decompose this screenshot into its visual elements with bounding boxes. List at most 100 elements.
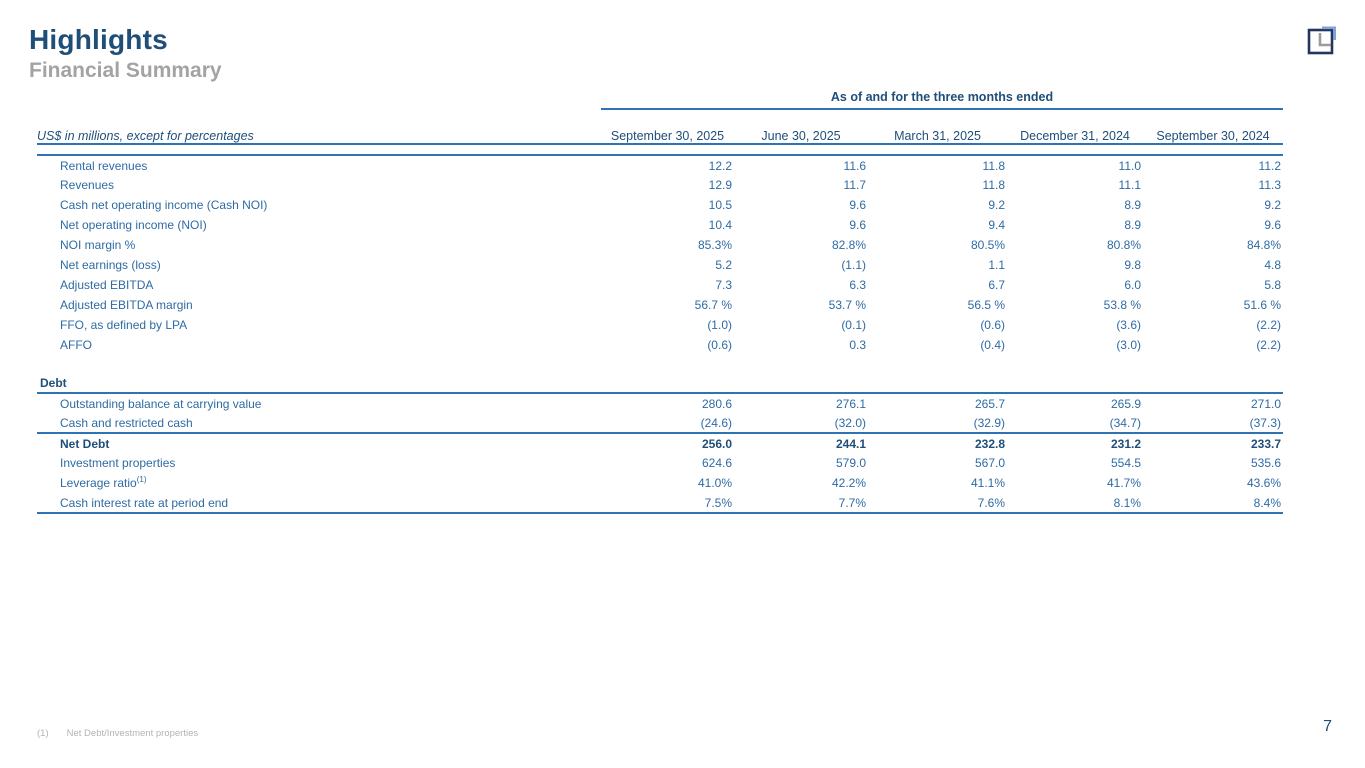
table-row: Cash and restricted cash (24.6) (32.0) (32.…: [37, 413, 1283, 434]
cell-value: 43.6%: [1246, 476, 1281, 490]
page-number: 7: [1323, 718, 1332, 735]
cell-value: (3.0): [1116, 338, 1141, 352]
unit-label: US$ in millions, except for percentages: [37, 110, 601, 145]
row-label: Cash and restricted cash: [37, 413, 601, 434]
table-row: NOI margin % 85.3% 82.8% 80.5% 80.8% 84.8%: [37, 235, 1283, 255]
cell-value: 11.8: [982, 158, 1005, 173]
cell-value: 11.1: [1118, 178, 1141, 192]
row-label: Net earnings (loss): [60, 258, 161, 272]
cell-value: (2.2): [1256, 318, 1281, 332]
cell-value: 11.6: [843, 158, 866, 173]
cell-value: (32.9): [868, 413, 1007, 434]
cell-value: 11.7: [843, 178, 866, 192]
double-rule: [37, 144, 1283, 156]
cell-value: 554.5: [1110, 456, 1141, 470]
cell-value: 8.9: [1124, 218, 1141, 232]
column-header: March 31, 2025: [868, 110, 1007, 145]
row-label: NOI margin %: [60, 238, 136, 252]
cell-value: 51.6 %: [1243, 298, 1281, 312]
cell-value: 535.6: [1250, 456, 1281, 470]
column-header: December 31, 2024: [1007, 110, 1143, 145]
cell-value: 6.7: [988, 278, 1005, 292]
row-label: Investment properties: [60, 456, 176, 470]
cell-value: 53.8 %: [1103, 298, 1141, 312]
table-row: Cash net operating income (Cash NOI) 10.5…: [37, 195, 1283, 215]
cell-value: 41.7%: [1106, 476, 1141, 490]
row-label: Revenues: [60, 178, 115, 192]
cell-value: 9.6: [849, 198, 866, 212]
cell-value: 265.9: [1110, 396, 1141, 411]
table-row: Cash interest rate at period end 7.5% 7.7%…: [37, 493, 1283, 514]
cell-value: 624.6: [701, 456, 732, 470]
cell-value: 12.2: [708, 158, 732, 173]
cell-value: 9.4: [988, 218, 1005, 232]
company-logo-icon: [1303, 22, 1341, 60]
row-label: Cash interest rate at period end: [37, 493, 601, 514]
cell-value: 8.4%: [1143, 493, 1283, 514]
table-row: Rental revenues 12.2 11.6 11.8 11.0 11.2: [37, 155, 1283, 175]
cell-value: 1.1: [988, 258, 1005, 272]
cell-value: 80.8%: [1106, 238, 1141, 252]
cell-value: (34.7): [1007, 413, 1143, 434]
cell-value: (2.2): [1256, 338, 1281, 352]
cell-value: 9.6: [849, 218, 866, 232]
table-row: Net Debt 256.0 244.1 232.8 231.2 233.7: [37, 433, 1283, 453]
table-row: Leverage ratio(1) 41.0% 42.2% 41.1% 41.7% 43.…: [37, 473, 1283, 493]
row-label: Adjusted EBITDA: [60, 278, 154, 292]
cell-value: (1.1): [841, 258, 866, 272]
table-row: Adjusted EBITDA 7.3 6.3 6.7 6.0 5.8: [37, 275, 1283, 295]
cell-value: 12.9: [708, 178, 732, 192]
row-label: Outstanding balance at carrying value: [60, 396, 262, 411]
column-header-row: US$ in millions, except for percentages …: [37, 110, 1283, 145]
table-row: FFO, as defined by LPA (1.0) (0.1) (0.6) (3.…: [37, 315, 1283, 335]
financial-summary-table: US$ in millions, except for percentages …: [37, 110, 1283, 514]
cell-value: 11.0: [1118, 158, 1141, 173]
cell-value: 11.2: [1258, 158, 1281, 173]
cell-value: 271.0: [1250, 396, 1281, 411]
cell-value: 42.2%: [831, 476, 866, 490]
cell-value: 5.8: [1264, 278, 1281, 292]
cell-value: 6.3: [849, 278, 866, 292]
cell-value: (0.1): [841, 318, 866, 332]
row-label: Leverage ratio(1): [60, 475, 147, 491]
cell-value: 11.3: [1258, 178, 1281, 192]
cell-value: (3.6): [1116, 318, 1141, 332]
cell-value: 9.2: [1264, 198, 1281, 212]
column-header: June 30, 2025: [734, 110, 868, 145]
cell-value: 5.2: [715, 258, 732, 272]
row-label: Net Debt: [60, 436, 110, 451]
cell-value: 244.1: [835, 436, 866, 451]
section-header-debt: Debt: [37, 373, 1283, 394]
cell-value: 10.4: [708, 218, 732, 232]
cell-value: 7.6%: [868, 493, 1007, 514]
row-label: Rental revenues: [60, 158, 148, 173]
cell-value: 232.8: [974, 436, 1005, 451]
row-label: Net operating income (NOI): [60, 218, 207, 232]
section-spacer: [37, 355, 1283, 373]
cell-value: 9.8: [1124, 258, 1141, 272]
column-header: September 30, 2025: [601, 110, 734, 145]
cell-value: 276.1: [835, 396, 866, 411]
cell-value: (1.0): [707, 318, 732, 332]
cell-value: 0.3: [849, 338, 866, 352]
table-row: AFFO (0.6) 0.3 (0.4) (3.0) (2.2): [37, 335, 1283, 355]
cell-value: 9.6: [1264, 218, 1281, 232]
cell-value: (37.3): [1143, 413, 1283, 434]
cell-value: 256.0: [701, 436, 732, 451]
table-row: Investment properties 624.6 579.0 567.0 554.…: [37, 453, 1283, 473]
table-span-header: As of and for the three months ended: [601, 90, 1283, 110]
cell-value: (0.6): [980, 318, 1005, 332]
row-label: Adjusted EBITDA margin: [60, 298, 193, 312]
table-row: Net earnings (loss) 5.2 (1.1) 1.1 9.8 4.8: [37, 255, 1283, 275]
cell-value: 567.0: [974, 456, 1005, 470]
cell-value: 280.6: [701, 396, 732, 411]
footnote-reference: (1): [136, 475, 147, 484]
footnote-marker: (1): [37, 728, 49, 739]
footnote-text: Net Debt/Investment properties: [66, 728, 199, 739]
cell-value: (24.6): [601, 413, 734, 434]
table-row: Net operating income (NOI) 10.4 9.6 9.4 8.9 9…: [37, 215, 1283, 235]
page-title: Highlights: [29, 24, 168, 55]
row-label: FFO, as defined by LPA: [60, 318, 188, 332]
cell-value: 41.1%: [970, 476, 1005, 490]
cell-value: 84.8%: [1246, 238, 1281, 252]
